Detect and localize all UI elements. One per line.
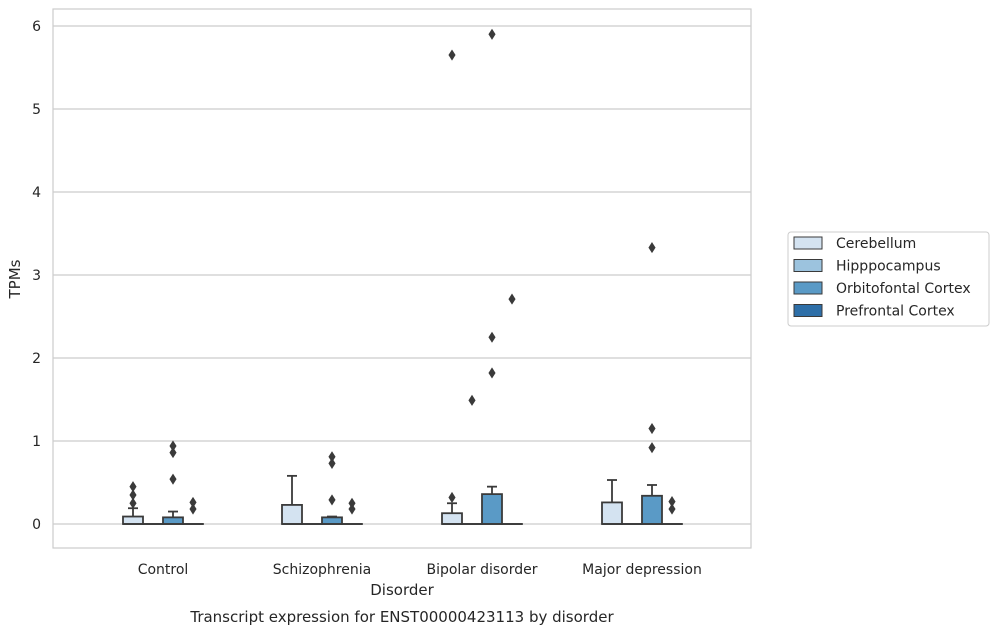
outlier-point <box>648 422 656 435</box>
box <box>481 28 503 525</box>
outlier-point <box>348 497 356 509</box>
x-axis-label: Disorder <box>370 581 434 599</box>
box-body <box>481 493 503 525</box>
outlier-point <box>488 367 496 379</box>
legend-label: Cerebellum <box>836 236 916 252</box>
box <box>281 474 303 525</box>
y-axis-label: TPMs <box>6 259 24 299</box>
x-tick-label: Control <box>138 562 189 578</box>
y-tick-label: 0 <box>32 517 41 533</box>
outlier-point <box>648 442 656 454</box>
x-tick-label: Bipolar disorder <box>426 562 537 578</box>
box-series <box>122 28 683 525</box>
series-hipppocampus <box>142 394 643 525</box>
box <box>341 497 363 525</box>
outlier-point <box>468 394 476 406</box>
box <box>501 293 523 525</box>
box <box>601 479 623 525</box>
outlier-point <box>169 473 177 485</box>
box-body <box>162 516 184 525</box>
gridlines <box>53 25 751 525</box>
outlier-point <box>448 491 456 503</box>
y-axis-ticks: 0 1 2 3 4 5 6 <box>32 19 41 533</box>
y-tick-label: 3 <box>32 268 41 284</box>
box <box>182 496 204 525</box>
outlier-point <box>348 503 356 515</box>
box <box>122 481 144 525</box>
legend-label: Orbitofontal Cortex <box>836 281 971 297</box>
outlier-point <box>169 447 177 459</box>
legend-swatch <box>793 281 823 295</box>
outlier-point <box>328 451 336 463</box>
series-orbitofontal-cortex <box>162 28 663 525</box>
legend-frame <box>787 231 990 327</box>
chart-caption: Transcript expression for ENST0000042311… <box>189 608 614 626</box>
outlier-point <box>448 49 456 61</box>
legend-swatch <box>793 259 823 272</box>
outlier-point <box>189 503 197 515</box>
box-body <box>122 515 144 525</box>
box <box>321 451 343 525</box>
box-body <box>321 516 343 525</box>
y-tick-label: 5 <box>32 102 41 118</box>
outlier-point <box>129 489 137 501</box>
outlier-point <box>129 481 137 493</box>
legend-swatch <box>793 236 823 250</box>
plot-frame <box>52 8 752 549</box>
outlier-point <box>488 28 496 40</box>
y-tick-label: 2 <box>32 351 41 367</box>
y-tick-label: 6 <box>32 19 41 35</box>
series-cerebellum <box>122 49 623 525</box>
x-axis-ticks: Control Schizophrenia Bipolar disorder Majo… <box>138 562 702 578</box>
outlier-point <box>488 331 496 343</box>
outlier-point <box>169 440 177 452</box>
box <box>441 49 463 525</box>
box-body <box>441 512 463 525</box>
series-prefrontal-cortex <box>182 293 683 525</box>
x-tick-label: Major depression <box>582 562 702 578</box>
box <box>162 440 184 525</box>
box <box>661 496 683 525</box>
outlier-point <box>189 496 197 508</box>
box <box>461 394 483 525</box>
box-body <box>601 501 623 525</box>
outlier-point <box>668 496 676 508</box>
y-tick-label: 4 <box>32 185 41 201</box>
outlier-point <box>508 293 516 305</box>
legend-swatch <box>793 304 823 317</box>
box <box>641 242 663 525</box>
legend-label: Prefrontal Cortex <box>836 304 955 320</box>
outlier-point <box>129 497 137 509</box>
outlier-point <box>328 457 336 469</box>
legend: Cerebellum Hipppocampus Orbitofontal Corte… <box>787 231 990 327</box>
outlier-point <box>668 503 676 515</box>
y-tick-label: 1 <box>32 434 41 450</box>
legend-label: Hipppocampus <box>836 259 941 275</box>
box-body <box>641 494 663 525</box>
box-body <box>281 504 303 525</box>
outlier-point <box>648 242 656 254</box>
outlier-point <box>328 494 336 506</box>
x-tick-label: Schizophrenia <box>273 562 371 578</box>
